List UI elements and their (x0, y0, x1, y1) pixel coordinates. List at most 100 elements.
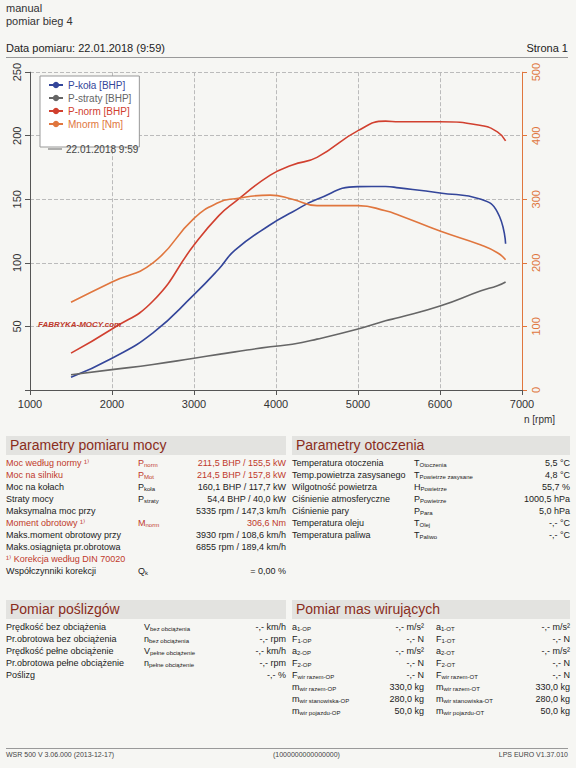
svg-text:5000: 5000 (346, 398, 370, 410)
html-text:Pr.obrotowa pełne obciążenie: Pr.obrotowa pełne obciążenie (6, 658, 125, 668)
html-text:Mnorm: Mnorm (138, 518, 160, 528)
html-text:Współczynniki korekcji: Współczynniki korekcji (6, 566, 96, 576)
html-text:TOtoczenia: TOtoczenia (414, 458, 447, 468)
html-text:211,5 BHP / 155,5 kW: 211,5 BHP / 155,5 kW (197, 458, 286, 468)
html-text:-,- N: -,- N (406, 634, 424, 644)
html-text:5,5 °C: 5,5 °C (544, 458, 570, 468)
html-text:Maks.moment obrotowy przy: Maks.moment obrotowy przy (6, 530, 121, 540)
html-text:-,- km/h: -,- km/h (255, 646, 286, 656)
html-text:Prędkość bez obciążenia: Prędkość bez obciążenia (6, 622, 107, 632)
html-text:-,- °C: -,- °C (548, 518, 570, 528)
svg-text:4000: 4000 (264, 398, 288, 410)
html-text:Data pomiaru: 22.01.2018 (9:59: Data pomiaru: 22.01.2018 (9:59) (6, 42, 165, 54)
html-text:Wilgotność powietrza: Wilgotność powietrza (292, 482, 377, 492)
html-text:-,- °C: -,- °C (548, 530, 570, 540)
html-text:4,8 °C: 4,8 °C (544, 470, 570, 480)
html-text:Pkoła: Pkoła (138, 482, 155, 492)
html-text:Strona 1: Strona 1 (526, 42, 568, 54)
svg-text:n [rpm]: n [rpm] (524, 414, 555, 425)
svg-text:100: 100 (11, 254, 23, 272)
html-text:a1-OT: a1-OT (436, 622, 455, 632)
html-text:Pomiar mas wirujących: Pomiar mas wirujących (296, 601, 440, 617)
html-text:-,- rpm: -,- rpm (259, 634, 286, 644)
html-text:Moment obrotowy ¹⁾: Moment obrotowy ¹⁾ (6, 518, 86, 528)
html-text:Parametry pomiaru mocy: Parametry pomiaru mocy (10, 437, 167, 453)
html-text:Pr.obrotowa bez obciążenia: Pr.obrotowa bez obciążenia (6, 634, 117, 644)
html-text:Parametry otoczenia: Parametry otoczenia (296, 437, 425, 453)
html-text:5335 rpm / 147,3 km/h: 5335 rpm / 147,3 km/h (195, 506, 286, 516)
svg-text:22.01.2018 9:59: 22.01.2018 9:59 (66, 144, 139, 155)
html-text:Vpełne obciążenie: Vpełne obciążenie (144, 646, 196, 656)
svg-text:250: 250 (11, 63, 23, 81)
html-text:manual: manual (6, 2, 43, 14)
html-text:-,- rpm: -,- rpm (259, 658, 286, 668)
html-text:= 0,00 %: = 0,00 % (250, 566, 286, 576)
html-text:1000,5 hPa: 1000,5 hPa (524, 494, 570, 504)
html-text:-,- km/h: -,- km/h (255, 622, 286, 632)
html-text:npełne obciążenie: npełne obciążenie (144, 658, 195, 668)
svg-text:P-norm [BHP]: P-norm [BHP] (68, 106, 130, 117)
svg-text:50: 50 (11, 320, 23, 332)
html-text:3930 rpm / 108,6 km/h: 3930 rpm / 108,6 km/h (195, 530, 286, 540)
html-text:54,4 BHP / 40,0 kW: 54,4 BHP / 40,0 kW (207, 494, 286, 504)
svg-text:200: 200 (530, 254, 542, 272)
svg-text:Mnorm [Nm]: Mnorm [Nm] (68, 119, 123, 130)
html-text:5,0 hPa: 5,0 hPa (539, 506, 570, 516)
svg-text:300: 300 (530, 190, 542, 208)
html-text:6855 rpm / 189,4 km/h: 6855 rpm / 189,4 km/h (195, 542, 286, 552)
html-text:HPowietrze: HPowietrze (414, 482, 447, 492)
html-text:PMot: PMot (138, 470, 154, 480)
svg-text:P-koła [BHP]: P-koła [BHP] (68, 80, 125, 91)
html-text:Moc według normy ¹⁾: Moc według normy ¹⁾ (6, 458, 90, 468)
html-text:Temperatura oleju: Temperatura oleju (292, 518, 364, 528)
html-text:a1-OP: a1-OP (292, 622, 311, 632)
html-text:Vbez obciążenia: Vbez obciążenia (144, 622, 190, 632)
svg-text:1000: 1000 (18, 398, 42, 410)
html-text:-,- N: -,- N (552, 634, 570, 644)
svg-text:6000: 6000 (428, 398, 452, 410)
html-text:Pstraty: Pstraty (138, 494, 159, 504)
svg-text:500: 500 (530, 63, 542, 81)
html-text:Moc na kołach: Moc na kołach (6, 482, 64, 492)
svg-text:0: 0 (530, 387, 542, 393)
html-text:Temp.powietrza zasysanego: Temp.powietrza zasysanego (292, 470, 406, 480)
svg-text:150: 150 (11, 190, 23, 208)
svg-text:3000: 3000 (182, 398, 206, 410)
html-text:Pnorm: Pnorm (138, 458, 158, 468)
svg-text:200: 200 (11, 127, 23, 145)
html-text:Ciśnienie atmosferyczne: Ciśnienie atmosferyczne (292, 494, 390, 504)
svg-text:FABRYKA-MOCY.com: FABRYKA-MOCY.com (38, 320, 121, 329)
html-text:Pomiar poślizgów: Pomiar poślizgów (10, 601, 120, 617)
html-text:TPaliwo: TPaliwo (414, 530, 438, 540)
html-text:160,1 BHP / 117,7 kW: 160,1 BHP / 117,7 kW (197, 482, 286, 492)
html-text:-,- m/s²: -,- m/s² (541, 622, 570, 632)
html-text:Prędkość pełne obciążenie: Prędkość pełne obciążenie (6, 646, 114, 656)
html-text:Poślizg: Poślizg (6, 670, 35, 680)
html-text:PPowietrze: PPowietrze (414, 494, 447, 504)
html-text:TPowietrze zasysane: TPowietrze zasysane (414, 470, 473, 480)
html-text:F1-OT: F1-OT (436, 634, 456, 644)
html-text:Moc na silniku: Moc na silniku (6, 470, 63, 480)
html-text:Temperatura otoczenia: Temperatura otoczenia (292, 458, 384, 468)
html-text:55,7 %: 55,7 % (542, 482, 570, 492)
svg-text:7000: 7000 (510, 398, 534, 410)
html-text:-,- m/s²: -,- m/s² (395, 622, 424, 632)
svg-text:100: 100 (530, 317, 542, 335)
svg-text:2000: 2000 (100, 398, 124, 410)
html-text:306,6 Nm: 306,6 Nm (247, 518, 286, 528)
html-text:¹⁾ Korekcja według DIN 70020: ¹⁾ Korekcja według DIN 70020 (6, 554, 126, 564)
html-text:Maksymalna moc przy: Maksymalna moc przy (6, 506, 96, 516)
html-text:214,5 BHP / 157,8 kW: 214,5 BHP / 157,8 kW (197, 470, 286, 480)
html-text:Ciśnienie pary: Ciśnienie pary (292, 506, 349, 516)
html-text:PPara: PPara (414, 506, 433, 516)
svg-text:P-straty [BHP]: P-straty [BHP] (68, 93, 132, 104)
html-text:Temperatura paliwa: Temperatura paliwa (292, 530, 371, 540)
svg-text:400: 400 (530, 127, 542, 145)
html-text:TOlej: TOlej (414, 518, 431, 528)
html-text:Qk: Qk (138, 566, 148, 576)
html-text:pomiar bieg 4: pomiar bieg 4 (6, 15, 73, 27)
html-text:nbez obciążenia: nbez obciążenia (144, 634, 189, 644)
html-text:Maks.osiągnięta pr.obrotowa: Maks.osiągnięta pr.obrotowa (6, 542, 121, 552)
html-text:Straty mocy: Straty mocy (6, 494, 54, 504)
html-text:F1-OP: F1-OP (292, 634, 312, 644)
